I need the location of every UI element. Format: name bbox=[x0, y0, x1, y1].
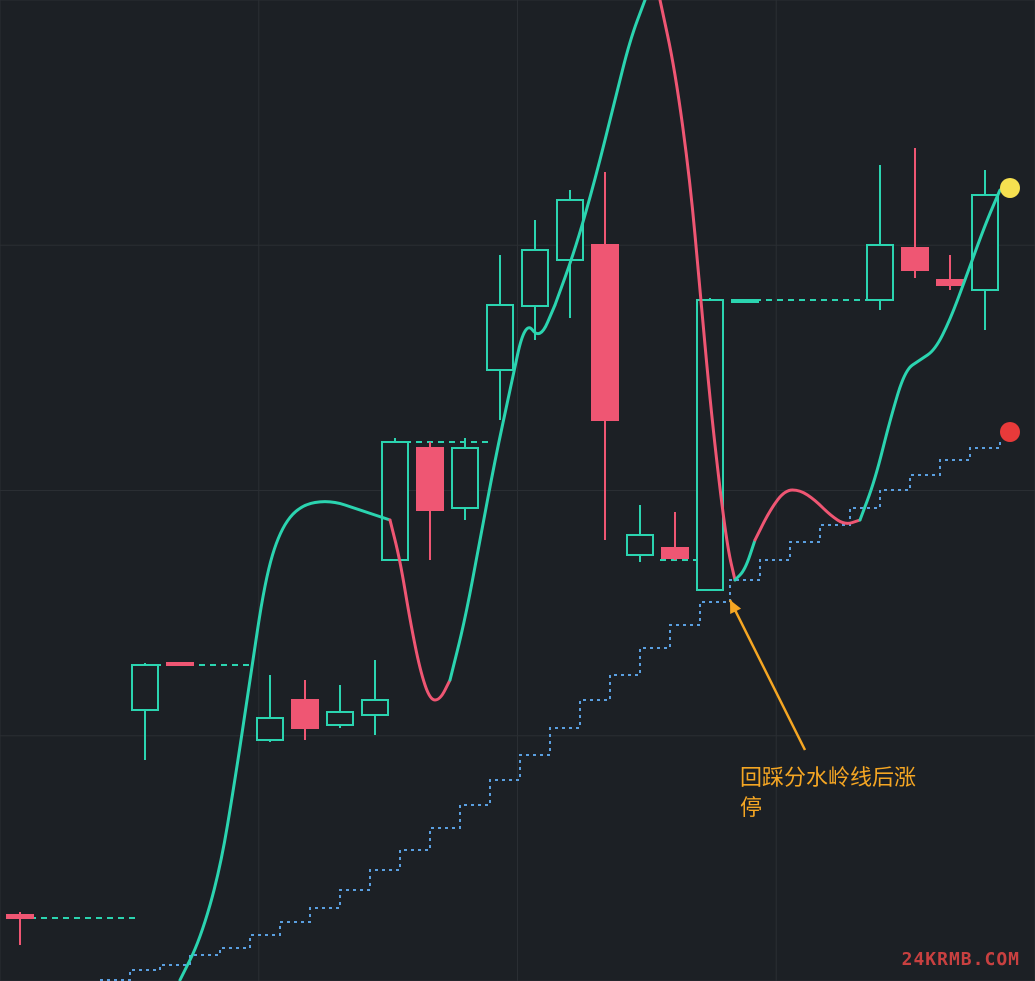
watermark: 24KRMB.COM bbox=[902, 949, 1020, 970]
candle-body bbox=[487, 305, 513, 370]
candle-body bbox=[697, 300, 723, 590]
annotation-text: 回踩分水岭线后涨 bbox=[740, 765, 916, 790]
candle-body bbox=[937, 280, 963, 285]
yellow-dot-icon bbox=[1000, 178, 1020, 198]
candle-body bbox=[522, 250, 548, 306]
candle-body bbox=[972, 195, 998, 290]
candle-body bbox=[327, 712, 353, 725]
candlestick-chart: 回踩分水岭线后涨停 24KRMB.COM bbox=[0, 0, 1035, 981]
candle-body bbox=[627, 535, 653, 555]
candle-body bbox=[732, 300, 758, 302]
candle-body bbox=[7, 915, 33, 918]
candle-body bbox=[132, 665, 158, 710]
candle-body bbox=[362, 700, 388, 715]
candle-body bbox=[167, 663, 193, 665]
red-dot-icon bbox=[1000, 422, 1020, 442]
candle-body bbox=[902, 248, 928, 270]
candle-body bbox=[592, 245, 618, 420]
candle-body bbox=[292, 700, 318, 728]
candle-body bbox=[662, 548, 688, 558]
annotation-text: 停 bbox=[740, 795, 762, 820]
candle-body bbox=[867, 245, 893, 300]
candle-body bbox=[417, 448, 443, 510]
candle-body bbox=[452, 448, 478, 508]
candle-body bbox=[257, 718, 283, 740]
